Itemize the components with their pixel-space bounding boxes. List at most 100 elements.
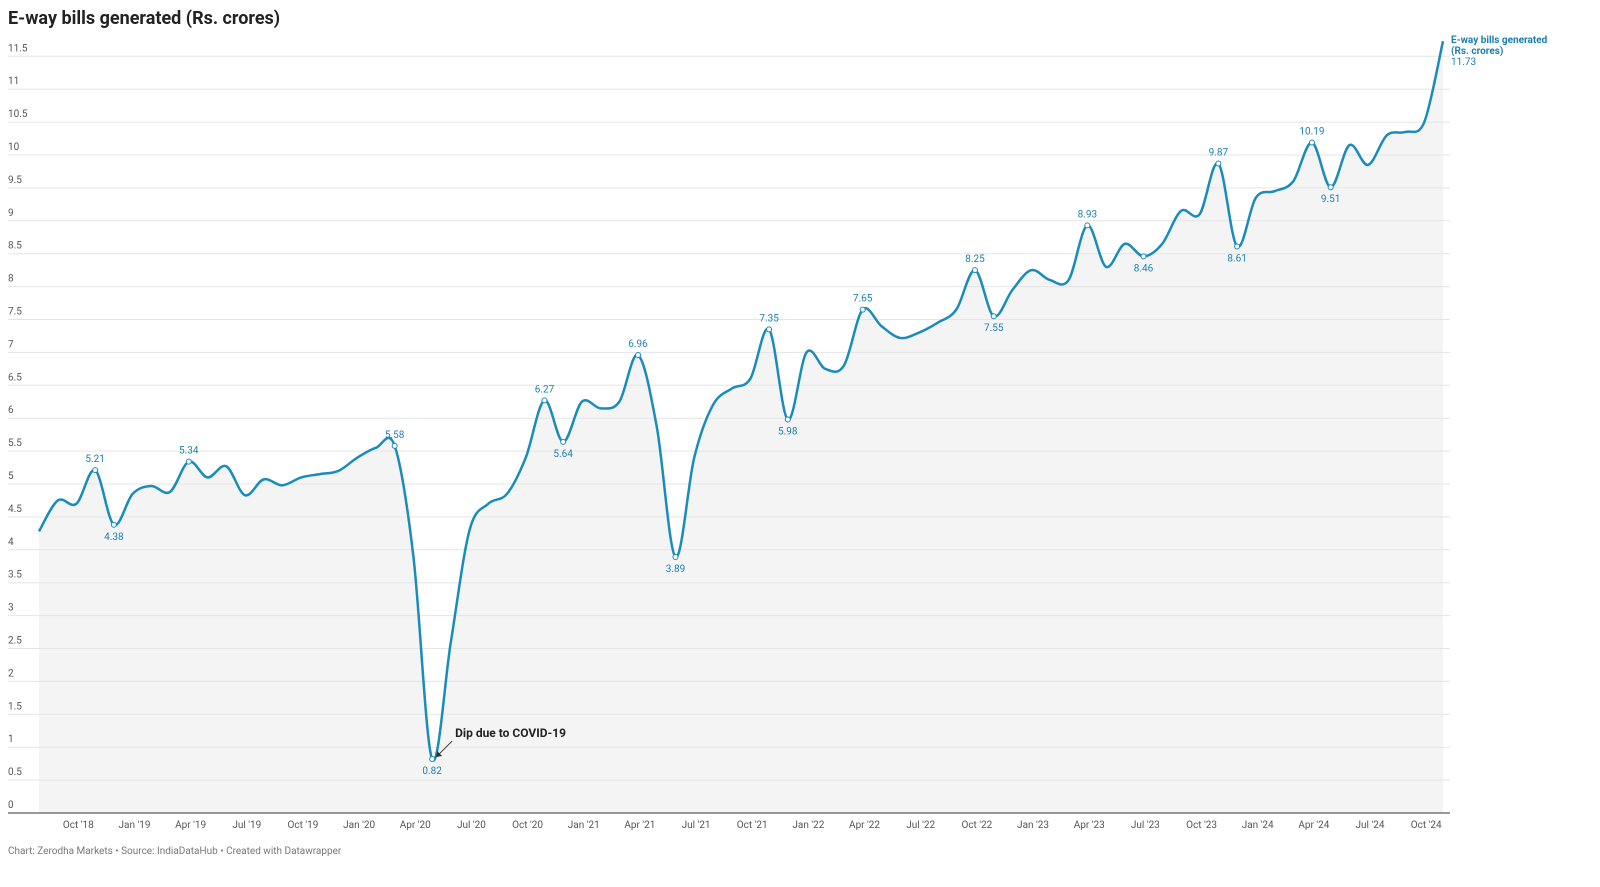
- point: [391, 442, 398, 449]
- point: [672, 554, 679, 561]
- value-label: 0.82: [422, 766, 442, 777]
- footer: Chart: Zerodha Markets • Source: IndiaDa…: [8, 846, 342, 857]
- point: [1084, 222, 1091, 229]
- value-label: 5.98: [778, 427, 798, 438]
- y-tick-label: 1: [8, 734, 14, 745]
- point: [429, 756, 436, 763]
- value-label: 3.89: [666, 564, 686, 575]
- x-tick-label: Jan '23: [1017, 820, 1049, 831]
- value-label: 8.61: [1227, 253, 1247, 264]
- end-label: E-way bills generated (Rs. crores) 11.73: [1451, 35, 1551, 68]
- y-tick-label: 4: [8, 537, 14, 548]
- y-tick-label: 3: [8, 603, 14, 614]
- x-tick-label: Jul '20: [457, 820, 486, 831]
- x-tick-label: Jan '21: [568, 820, 600, 831]
- area: [39, 41, 1443, 813]
- y-tick-label: 9: [8, 208, 14, 219]
- x-tick-label: Oct '19: [288, 820, 319, 831]
- value-label: 7.65: [853, 294, 873, 305]
- point: [541, 397, 548, 404]
- y-tick-label: 8: [8, 274, 14, 285]
- y-tick-label: 7: [8, 339, 14, 350]
- value-label: 5.64: [553, 449, 573, 460]
- value-label: 7.55: [984, 323, 1004, 334]
- y-tick-label: 11.5: [8, 43, 28, 54]
- point: [185, 458, 192, 465]
- y-tick-label: 7.5: [8, 307, 22, 318]
- y-tick-label: 8.5: [8, 241, 22, 252]
- line: [37, 40, 1445, 762]
- x-tick-label: Jul '22: [906, 820, 935, 831]
- point: [990, 313, 997, 320]
- y-tick-label: 5.5: [8, 438, 22, 449]
- x-tick-label: Apr '19: [175, 820, 206, 831]
- x-tick-label: Jan '22: [792, 820, 824, 831]
- y-tick-label: 0.5: [8, 767, 22, 778]
- value-label: 5.58: [385, 430, 405, 441]
- value-label: 5.21: [85, 454, 105, 465]
- x-tick-label: Oct '24: [1411, 820, 1442, 831]
- y-tick-label: 10: [8, 142, 20, 153]
- value-label: 8.46: [1134, 263, 1154, 274]
- y-tick-label: 1.5: [8, 701, 22, 712]
- value-label: 6.27: [535, 384, 555, 395]
- x-tick-label: Jul '19: [232, 820, 261, 831]
- value-label: 5.34: [179, 446, 199, 457]
- x-tick-label: Oct '21: [737, 820, 768, 831]
- point: [1140, 253, 1147, 260]
- y-tick-label: 5: [8, 471, 14, 482]
- y-tick-label: 2.5: [8, 636, 22, 647]
- point: [560, 438, 567, 445]
- y-tick-label: 0: [8, 800, 14, 811]
- x-tick-label: Jan '19: [118, 820, 150, 831]
- point: [859, 306, 866, 313]
- x-tick-label: Oct '23: [1186, 820, 1217, 831]
- point: [635, 352, 642, 359]
- point: [784, 416, 791, 423]
- point: [92, 467, 99, 474]
- x-tick-label: Apr '23: [1074, 820, 1105, 831]
- value-label: 4.38: [104, 532, 124, 543]
- point: [1215, 160, 1222, 167]
- y-tick-label: 2: [8, 668, 14, 679]
- point: [1327, 184, 1334, 191]
- series-name: E-way bills generated (Rs. crores): [1451, 35, 1548, 57]
- x-tick-label: Oct '22: [961, 820, 992, 831]
- x-tick-label: Apr '22: [849, 820, 880, 831]
- x-tick-label: Oct '18: [63, 820, 94, 831]
- y-tick-label: 6.5: [8, 372, 22, 383]
- value-label: 7.35: [759, 313, 779, 324]
- end-value: 11.73: [1451, 57, 1477, 68]
- value-label: 8.93: [1078, 209, 1098, 220]
- y-tick-label: 10.5: [8, 109, 28, 120]
- y-tick-label: 11: [8, 76, 19, 87]
- value-label: 8.25: [965, 254, 985, 265]
- chart-title: E-way bills generated (Rs. crores): [8, 8, 280, 29]
- value-label: 10.19: [1299, 126, 1324, 137]
- x-tick-label: Jan '24: [1242, 820, 1274, 831]
- point: [110, 521, 117, 528]
- point: [1308, 139, 1315, 146]
- x-tick-label: Apr '20: [400, 820, 431, 831]
- x-tick-label: Oct '20: [512, 820, 543, 831]
- point: [972, 267, 978, 274]
- value-label: 9.51: [1321, 194, 1341, 205]
- annotation-arrowhead: [436, 751, 443, 758]
- value-label: 6.96: [628, 339, 648, 350]
- x-tick-label: Apr '21: [624, 820, 655, 831]
- point: [766, 326, 773, 333]
- y-tick-label: 4.5: [8, 504, 22, 515]
- value-label: 9.87: [1209, 148, 1229, 159]
- x-tick-label: Jul '23: [1131, 820, 1160, 831]
- annotation: Dip due to COVID-19: [455, 726, 566, 740]
- x-tick-label: Jul '24: [1356, 820, 1385, 831]
- x-tick-label: Apr '24: [1298, 820, 1329, 831]
- x-tick-label: Jul '21: [682, 820, 711, 831]
- y-tick-label: 9.5: [8, 175, 22, 186]
- x-tick-label: Jan '20: [343, 820, 375, 831]
- point: [1234, 243, 1241, 250]
- y-tick-label: 3.5: [8, 570, 22, 581]
- y-tick-label: 6: [8, 405, 14, 416]
